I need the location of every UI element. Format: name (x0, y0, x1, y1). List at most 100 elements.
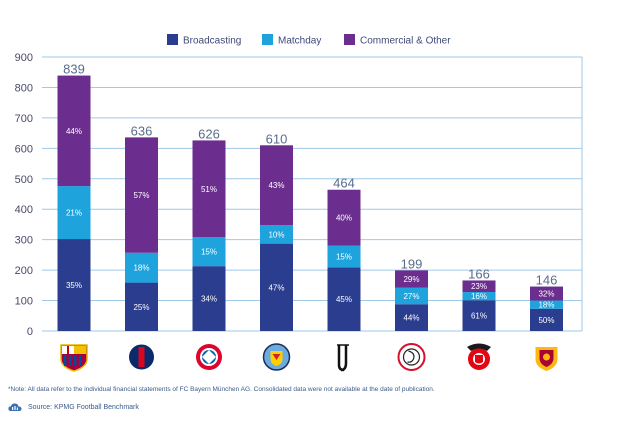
bar-total-label: 610 (266, 131, 288, 146)
legend-label: Matchday (278, 36, 321, 47)
y-tick-label: 900 (15, 52, 33, 64)
bar-segment-commercial-other (125, 137, 158, 253)
bar-segment-matchday (462, 292, 496, 301)
bar-segment-commercial-other (395, 270, 428, 288)
y-tick-label: 200 (15, 265, 33, 277)
manchester-city-crest-icon (262, 343, 291, 371)
bar-total-label: 166 (468, 266, 490, 281)
bar-segment-matchday (395, 287, 428, 305)
bar-segment-matchday (57, 186, 91, 240)
footnote: *Note: All data refer to the individual … (8, 386, 435, 393)
percent-label: 16% (471, 292, 487, 301)
bar-total-label: 146 (536, 273, 558, 288)
y-tick-label: 0 (27, 326, 33, 338)
legend-swatch (262, 34, 273, 45)
source-line: Source: KPMG Football Benchmark (8, 402, 139, 412)
fc-bayern-crest-icon (196, 344, 222, 370)
benfica-crest-icon (467, 343, 491, 370)
percent-label: 43% (268, 181, 284, 190)
bar-group: 25% 18% 57% 636 (125, 123, 158, 331)
bar-total-label: 839 (63, 62, 85, 77)
bar-segment-commercial-other (57, 75, 91, 187)
bar-segment-commercial-other (462, 280, 496, 293)
y-tick-label: 600 (15, 143, 33, 155)
percent-label: 45% (336, 295, 352, 304)
bar-group: 44% 27% 29% 199 (395, 256, 428, 331)
bar-segment-commercial-other (260, 145, 293, 226)
juventus-crest-icon (337, 344, 349, 372)
percent-label: 25% (133, 303, 149, 312)
bar-segment-broadcasting (462, 300, 496, 331)
bar-total-label: 464 (333, 176, 355, 191)
percent-label: 18% (538, 301, 554, 310)
source-cloud-icon (8, 403, 22, 411)
percent-label: 21% (66, 209, 82, 218)
y-tick-label: 800 (15, 82, 33, 94)
y-tick-label: 700 (15, 113, 33, 125)
y-tick-label: 400 (15, 204, 33, 216)
percent-label: 15% (336, 253, 352, 262)
legend-label: Commercial & Other (360, 36, 451, 47)
source-text: Source: KPMG Football Benchmark (28, 403, 139, 411)
y-tick-label: 500 (15, 174, 33, 186)
legend-label: Broadcasting (183, 36, 241, 47)
bar-segment-broadcasting (530, 308, 563, 331)
legend-item: Matchday (262, 34, 321, 47)
bar-group: 50% 18% 32% 146 (530, 273, 563, 331)
bar-group: 45% 15% 40% 464 (327, 176, 361, 331)
percent-label: 44% (403, 314, 419, 323)
bar-segment-commercial-other (327, 189, 361, 246)
percent-label: 10% (268, 230, 284, 239)
percent-label: 44% (66, 127, 82, 136)
bar-segment-broadcasting (395, 304, 428, 331)
bar-total-label: 199 (401, 256, 423, 271)
percent-label: 29% (403, 275, 419, 284)
percent-label: 15% (201, 248, 217, 257)
bar-group: 35% 21% 44% 839 (57, 62, 91, 331)
percent-label: 51% (201, 185, 217, 194)
bar-segment-broadcasting (327, 267, 361, 331)
bar-total-label: 636 (131, 123, 153, 138)
grid-lines (42, 56, 583, 332)
galatasaray-crest-icon (535, 347, 558, 371)
percent-label: 50% (538, 316, 554, 325)
bar-group: 34% 15% 51% 626 (192, 126, 226, 331)
percent-label: 61% (471, 312, 487, 321)
bar-segment-matchday (530, 300, 563, 309)
bar-segment-commercial-other (530, 286, 563, 301)
y-tick-label: 300 (15, 235, 33, 247)
psg-crest-icon (128, 343, 155, 371)
bar-segment-matchday (260, 225, 293, 244)
percent-label: 32% (538, 290, 554, 299)
fc-barcelona-crest-icon (60, 344, 88, 372)
percent-label: 34% (201, 295, 217, 304)
bar-segment-broadcasting (57, 239, 91, 331)
percent-label: 40% (336, 214, 352, 223)
percent-label: 18% (133, 264, 149, 273)
ajax-crest-icon (397, 343, 426, 371)
y-tick-label: 100 (15, 296, 33, 308)
percent-label: 35% (66, 281, 82, 290)
legend: Broadcasting Matchday Commercial & Other (167, 34, 451, 47)
bar-segment-broadcasting (260, 243, 293, 331)
legend-item: Broadcasting (167, 34, 241, 47)
percent-label: 47% (268, 283, 284, 292)
y-axis-tick-labels: 0 100 200 300 400 500 600 700 800 900 (15, 52, 33, 338)
bar-segment-commercial-other (192, 140, 226, 238)
bar-total-label: 626 (198, 126, 220, 141)
legend-swatch (344, 34, 355, 45)
bar-segment-broadcasting (192, 266, 226, 331)
club-crests (60, 343, 558, 372)
bar-group: 47% 10% 43% 610 (260, 131, 293, 331)
legend-swatch (167, 34, 178, 45)
percent-label: 27% (403, 292, 419, 301)
legend-item: Commercial & Other (344, 34, 451, 47)
percent-label: 23% (471, 282, 487, 291)
bar-segment-matchday (125, 252, 158, 283)
bars: 35% 21% 44% 839 25% 18% 57% 636 34% 15% 51% 626 47% 1… (57, 62, 563, 331)
bar-group: 61% 16%23%166 (462, 266, 496, 331)
bar-segment-broadcasting (125, 282, 158, 331)
percent-label: 57% (133, 191, 149, 200)
bar-segment-matchday (327, 245, 361, 268)
